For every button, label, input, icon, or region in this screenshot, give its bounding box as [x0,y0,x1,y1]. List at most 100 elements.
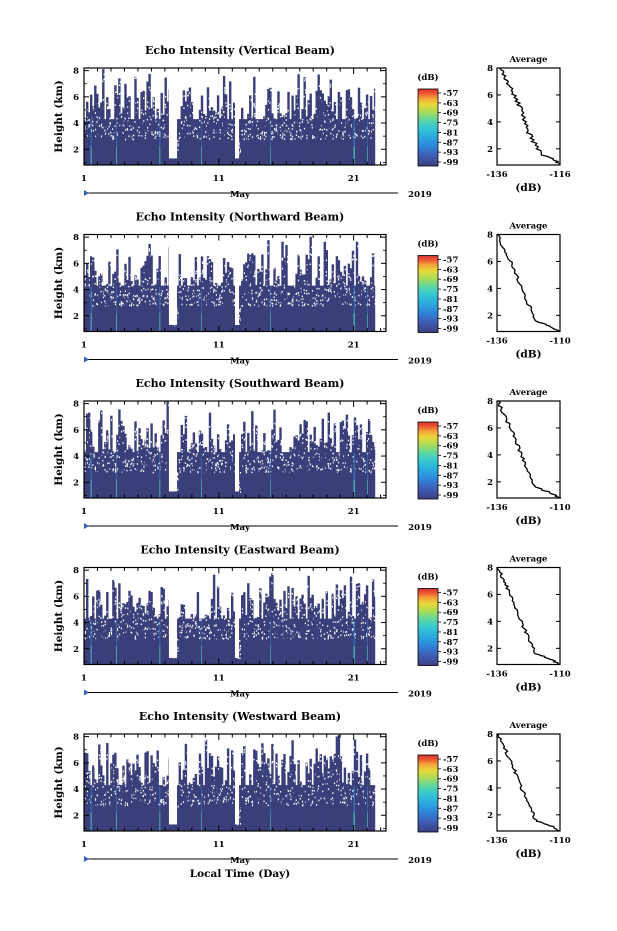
echo-gap [125,129,127,131]
echo-gap [241,444,243,446]
echo-column [220,282,224,327]
echo-column [245,615,248,660]
echo-gap [230,110,232,112]
echo-gap [250,606,252,608]
echo-gap [360,135,362,137]
echo-gap [195,624,197,627]
echo-gap [132,457,134,460]
echo-gap [231,291,233,293]
echo-column [138,291,141,327]
echo-gap [177,149,179,151]
echo-gap [318,799,320,802]
echo-gap [177,140,179,142]
echo-gap [207,794,210,796]
echo-gap [269,461,271,464]
echo-column [170,491,173,493]
echo-gap [360,622,362,625]
echo-gap [86,458,88,461]
echo-gap [208,261,211,263]
echo-gap [139,606,141,609]
echo-gap [160,601,163,604]
echo-gap [307,624,309,626]
echo-gap [345,593,347,596]
echo-gap [265,595,267,598]
echo-gap [128,100,130,102]
echo-gap [330,449,332,451]
echo-gap [285,764,287,767]
echo-gap [212,114,214,117]
echo-gap [320,128,322,131]
echo-gap [165,791,167,794]
echo-gap [336,134,338,136]
echo-column [303,274,306,327]
echo-column [196,466,200,493]
echo-gap [361,426,363,429]
echo-gap [177,650,179,652]
echo-gap [124,804,126,807]
echo-column [255,750,258,826]
echo-gap [140,470,142,472]
echo-column [287,91,290,160]
echo-gap [124,450,126,453]
echo-gap [244,454,246,457]
echo-gap [269,769,271,771]
echo-gap [354,136,356,139]
echo-gap [183,124,185,126]
echo-spike-core [116,646,117,665]
echo-gap [111,633,113,635]
echo-gap [207,458,209,460]
echo-gap [147,776,149,778]
echo-gap [328,290,330,292]
echo-gap [261,270,263,272]
echo-gap [311,254,313,256]
echo-gap [334,446,336,448]
echo-gap [329,102,331,104]
echo-gap [310,116,312,118]
echo-gap [132,621,134,623]
echo-gap [165,802,167,804]
echo-gap [101,301,103,304]
echo-gap [291,304,293,307]
echo-gap [121,615,123,618]
echo-gap [206,295,208,297]
echo-column [126,602,129,660]
echo-gap [162,436,164,439]
echo-gap [215,304,217,306]
echo-gap [104,129,106,132]
echo-gap [88,781,90,784]
echo-gap [301,785,303,788]
echo-gap [121,423,123,426]
echo-gap [114,580,116,582]
echo-gap [139,775,141,778]
average-y-tick-label: 6 [487,590,493,600]
echo-gap [209,138,211,140]
echo-column [156,447,159,493]
echo-column [108,261,111,327]
echo-gap [95,293,97,295]
echo-gap [293,624,295,626]
echo-gap [281,257,283,260]
echo-gap [351,469,353,472]
echo-column [319,754,322,826]
echo-gap [233,785,235,788]
echo-gap [161,799,163,802]
echo-gap [116,122,118,124]
echo-gap [243,751,245,754]
average-y-tick-label: 2 [487,478,493,488]
echo-gap [220,459,222,462]
echo-column [245,122,248,160]
echo-gap [123,107,125,109]
echo-gap [158,123,160,126]
echo-gap [343,455,345,457]
echo-gap [356,460,358,463]
echo-column [297,760,300,826]
echo-column [172,324,175,327]
echo-gap [367,302,369,305]
echo-gap [298,125,301,128]
echo-gap [326,631,328,634]
echo-gap [373,590,375,592]
echo-column [222,258,226,327]
echo-gap [145,132,147,134]
echo-gap [312,137,314,139]
echo-column [132,606,135,660]
